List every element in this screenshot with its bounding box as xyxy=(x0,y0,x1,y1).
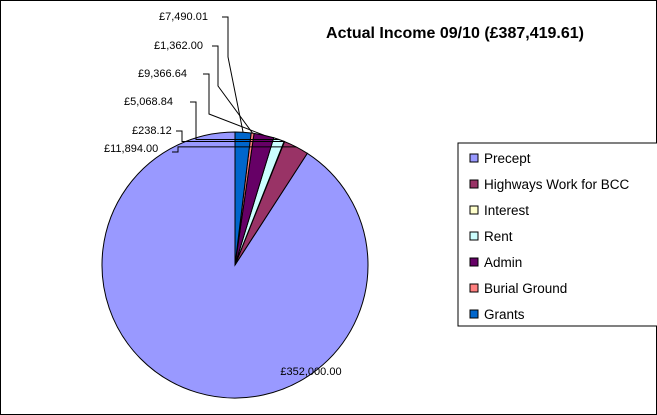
legend-swatch xyxy=(469,309,479,319)
leader-line xyxy=(190,101,279,140)
data-label: £238.12 xyxy=(132,125,172,137)
legend-label: Admin xyxy=(484,255,522,270)
leader-line xyxy=(172,146,297,153)
leader-line xyxy=(203,73,265,136)
leader-line xyxy=(176,130,285,142)
data-label: £9,366.64 xyxy=(138,68,187,80)
leader-line xyxy=(222,16,244,133)
data-label: £5,068.84 xyxy=(124,96,173,108)
leader-line xyxy=(212,45,253,134)
legend-label: Burial Ground xyxy=(484,281,567,296)
data-label: £352,000.00 xyxy=(280,366,341,378)
legend-swatch xyxy=(469,257,479,267)
chart-title: Actual Income 09/10 (£387,419.61) xyxy=(326,25,584,42)
data-label: £1,362.00 xyxy=(154,40,203,52)
data-label: £11,894.00 xyxy=(104,143,158,155)
legend-swatch xyxy=(469,179,479,189)
legend-label: Rent xyxy=(484,229,513,244)
legend-label: Grants xyxy=(484,307,525,322)
pie-slices xyxy=(101,131,369,399)
legend-swatch xyxy=(469,231,479,241)
legend-label: Precept xyxy=(484,151,531,166)
legend-box xyxy=(457,142,657,327)
data-label: £7,490.01 xyxy=(159,11,208,23)
legend-swatch xyxy=(469,205,479,215)
legend-label: Interest xyxy=(484,203,529,218)
legend-swatch xyxy=(469,153,479,163)
legend-label: Highways Work for BCC xyxy=(484,177,630,192)
legend: Precept Highways Work for BCC Interest Rent… xyxy=(457,142,657,327)
data-labels: £352,000.00 £11,894.00 £238.12 £5,068.84 £9,… xyxy=(104,11,342,378)
legend-swatch xyxy=(469,283,479,293)
